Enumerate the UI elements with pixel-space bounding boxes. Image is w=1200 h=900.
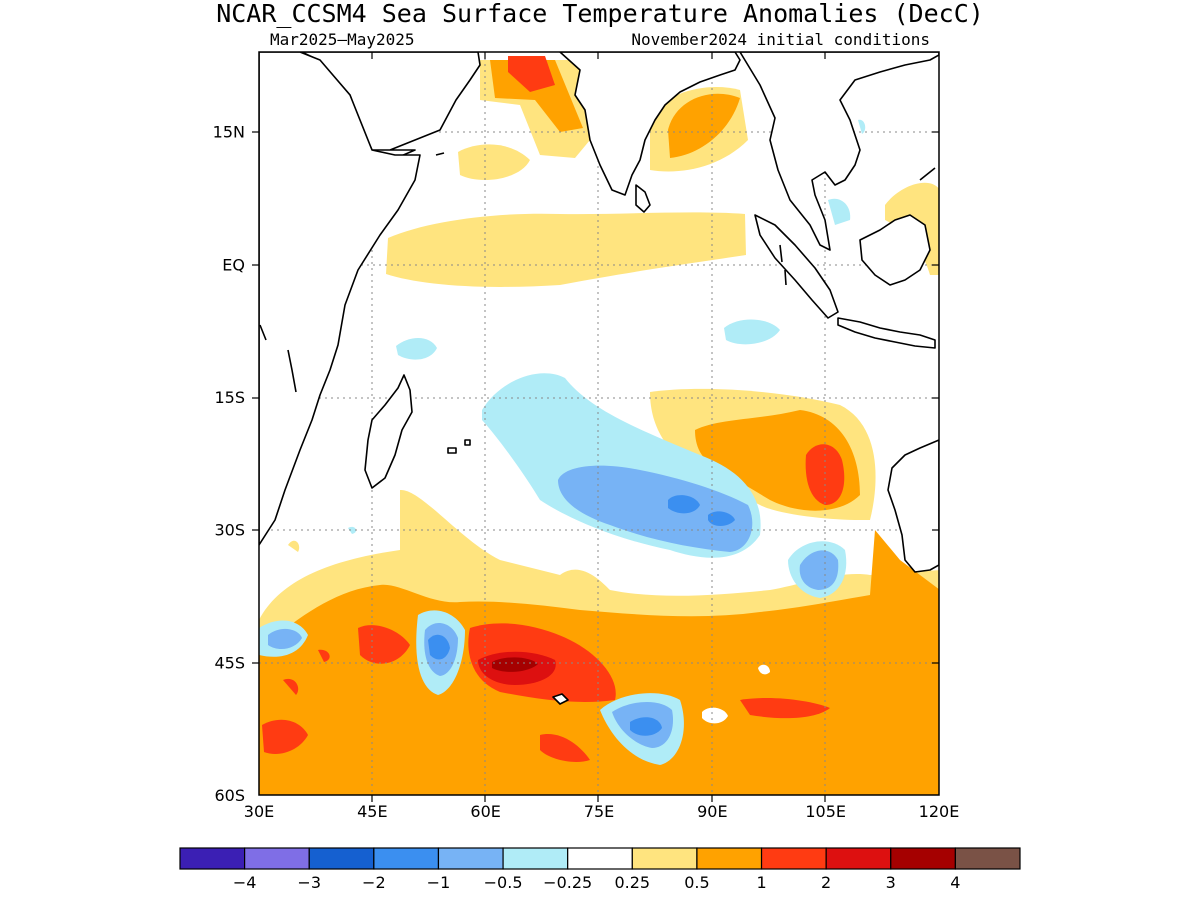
colorbar-swatch bbox=[954, 847, 1021, 870]
java bbox=[837, 317, 936, 349]
forecast-period: Mar2025–May2025 bbox=[270, 30, 415, 49]
y-tick-label: 15N bbox=[213, 123, 245, 142]
y-tick-label: EQ bbox=[222, 255, 245, 274]
colorbar-label: 3 bbox=[886, 873, 896, 892]
colorbar-label: 0.5 bbox=[684, 873, 709, 892]
andaman-islands bbox=[779, 244, 787, 286]
colorbar-swatch bbox=[373, 847, 440, 870]
colorbar-swatch bbox=[437, 847, 504, 870]
colorbar-swatch bbox=[760, 847, 827, 870]
x-tick-label: 30E bbox=[244, 802, 274, 821]
y-tick-label: 30S bbox=[214, 521, 245, 540]
x-tick-label: 45E bbox=[357, 802, 387, 821]
colorbar-label: 2 bbox=[821, 873, 831, 892]
indian-subcontinent bbox=[559, 52, 741, 196]
socotra-island bbox=[435, 152, 445, 156]
y-tick-label: 15S bbox=[214, 388, 245, 407]
colorbar-label: −2 bbox=[362, 873, 386, 892]
mozambique-lakes bbox=[259, 324, 297, 393]
colorbar-swatch bbox=[502, 847, 569, 870]
map-panel bbox=[259, 52, 939, 795]
x-tick-label: 105E bbox=[805, 802, 846, 821]
colorbar-label: −1 bbox=[427, 873, 451, 892]
colorbar-label: 4 bbox=[950, 873, 960, 892]
colorbar-label: −0.25 bbox=[543, 873, 592, 892]
colorbar-swatch bbox=[567, 847, 633, 870]
colorbar-label: 0.25 bbox=[614, 873, 650, 892]
colorbar-swatch bbox=[179, 847, 246, 870]
initial-conditions-label: November2024 initial conditions bbox=[631, 30, 930, 49]
y-tick-label: 60S bbox=[214, 786, 245, 805]
anomaly-fill-neg1 bbox=[428, 495, 735, 736]
x-tick-label: 90E bbox=[697, 802, 727, 821]
sumatra bbox=[754, 214, 839, 319]
anomaly-fill-neutral bbox=[702, 664, 770, 724]
mascarene-islands bbox=[447, 439, 471, 454]
x-tick-label: 120E bbox=[919, 802, 960, 821]
colorbar-swatch bbox=[825, 847, 892, 870]
graticule bbox=[259, 52, 939, 795]
madagascar bbox=[364, 374, 413, 489]
east-africa-coast bbox=[259, 52, 421, 546]
borneo bbox=[859, 214, 931, 286]
colorbar-swatch bbox=[696, 847, 763, 870]
x-axis-labels: 30E 45E 60E 75E 90E 105E 120E bbox=[244, 802, 960, 821]
colorbar-label: −0.5 bbox=[484, 873, 523, 892]
sri-lanka bbox=[635, 184, 651, 213]
map-frame bbox=[258, 51, 940, 796]
colorbar-label: −3 bbox=[297, 873, 321, 892]
colorbar: −4 −3 −2 −1 −0.5 −0.25 0.25 0.5 1 2 3 4 bbox=[179, 847, 1021, 892]
colorbar-swatch bbox=[308, 847, 375, 870]
kerguelen-islands bbox=[552, 693, 569, 705]
y-axis-labels: 15N EQ 15S 30S 45S 60S bbox=[213, 123, 245, 805]
coastlines bbox=[259, 52, 939, 705]
colorbar-label: −4 bbox=[233, 873, 257, 892]
x-tick-label: 60E bbox=[470, 802, 500, 821]
x-tick-label: 75E bbox=[584, 802, 614, 821]
colorbar-swatch bbox=[244, 847, 310, 870]
southeast-asia bbox=[739, 52, 939, 251]
colorbar-swatch bbox=[631, 847, 698, 870]
axis-ticks bbox=[252, 52, 939, 802]
colorbar-swatch bbox=[890, 847, 956, 870]
anomaly-fill-4 bbox=[492, 657, 538, 672]
australia bbox=[887, 439, 939, 573]
colorbar-label: 1 bbox=[756, 873, 766, 892]
hainan-coast bbox=[919, 167, 936, 181]
map-title: NCAR_CCSM4 Sea Surface Temperature Anoma… bbox=[216, 0, 984, 28]
y-tick-label: 45S bbox=[214, 653, 245, 672]
